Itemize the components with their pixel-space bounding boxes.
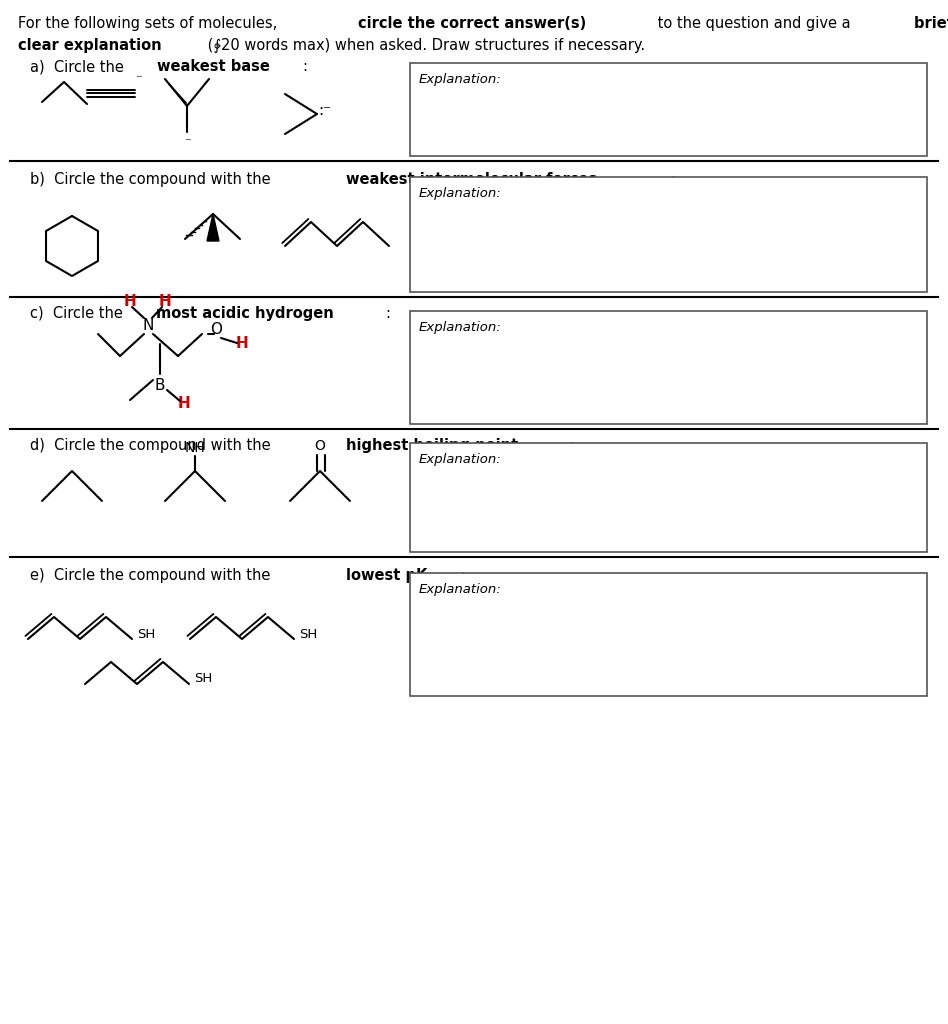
Text: NH: NH xyxy=(185,441,206,455)
Text: B: B xyxy=(155,379,165,393)
Text: :: : xyxy=(302,59,308,74)
Text: SH: SH xyxy=(137,628,155,640)
Text: e)  Circle the compound with the: e) Circle the compound with the xyxy=(30,568,275,583)
Text: Explanation:: Explanation: xyxy=(419,583,501,596)
FancyBboxPatch shape xyxy=(410,63,927,156)
Text: a)  Circle the: a) Circle the xyxy=(30,59,129,74)
Text: clear explanation: clear explanation xyxy=(18,38,161,53)
Text: H: H xyxy=(158,295,172,309)
Text: highest boiling point: highest boiling point xyxy=(346,438,519,453)
Text: H: H xyxy=(177,396,191,412)
Text: (∲20 words max) when asked. Draw structures if necessary.: (∲20 words max) when asked. Draw structu… xyxy=(203,38,646,53)
Text: weakest intermolecular forces: weakest intermolecular forces xyxy=(346,172,597,187)
Text: Explanation:: Explanation: xyxy=(419,187,501,200)
Text: :: : xyxy=(460,568,465,583)
Text: c)  Circle the: c) Circle the xyxy=(30,306,127,321)
Text: b)  Circle the compound with the: b) Circle the compound with the xyxy=(30,172,275,187)
Text: lowest pKₐ: lowest pKₐ xyxy=(346,568,434,583)
Text: :⁻: :⁻ xyxy=(318,103,331,119)
Text: O: O xyxy=(210,323,222,338)
Text: For the following sets of molecules,: For the following sets of molecules, xyxy=(18,16,282,31)
Text: most acidic hydrogen: most acidic hydrogen xyxy=(155,306,334,321)
Text: to the question and give a: to the question and give a xyxy=(653,16,855,31)
Text: N: N xyxy=(142,318,154,334)
Text: circle the correct answer(s): circle the correct answer(s) xyxy=(358,16,587,31)
Text: Explanation:: Explanation: xyxy=(419,73,501,86)
Text: H: H xyxy=(236,337,248,351)
FancyBboxPatch shape xyxy=(410,443,927,552)
Text: Explanation:: Explanation: xyxy=(419,321,501,334)
Text: H: H xyxy=(123,295,137,309)
Text: :: : xyxy=(385,306,391,321)
Text: Explanation:: Explanation: xyxy=(419,453,501,466)
Text: weakest base: weakest base xyxy=(157,59,270,74)
Text: brief but: brief but xyxy=(914,16,948,31)
FancyBboxPatch shape xyxy=(410,573,927,696)
Text: SH: SH xyxy=(194,673,212,685)
Text: ⁻: ⁻ xyxy=(135,73,141,86)
FancyBboxPatch shape xyxy=(410,311,927,424)
Text: ⁻: ⁻ xyxy=(184,136,191,150)
Text: :: : xyxy=(670,172,676,187)
Text: O: O xyxy=(315,439,325,453)
Text: SH: SH xyxy=(299,628,318,640)
Text: :: : xyxy=(569,438,574,453)
Text: d)  Circle the compound with the: d) Circle the compound with the xyxy=(30,438,275,453)
Polygon shape xyxy=(207,214,219,241)
FancyBboxPatch shape xyxy=(410,177,927,292)
